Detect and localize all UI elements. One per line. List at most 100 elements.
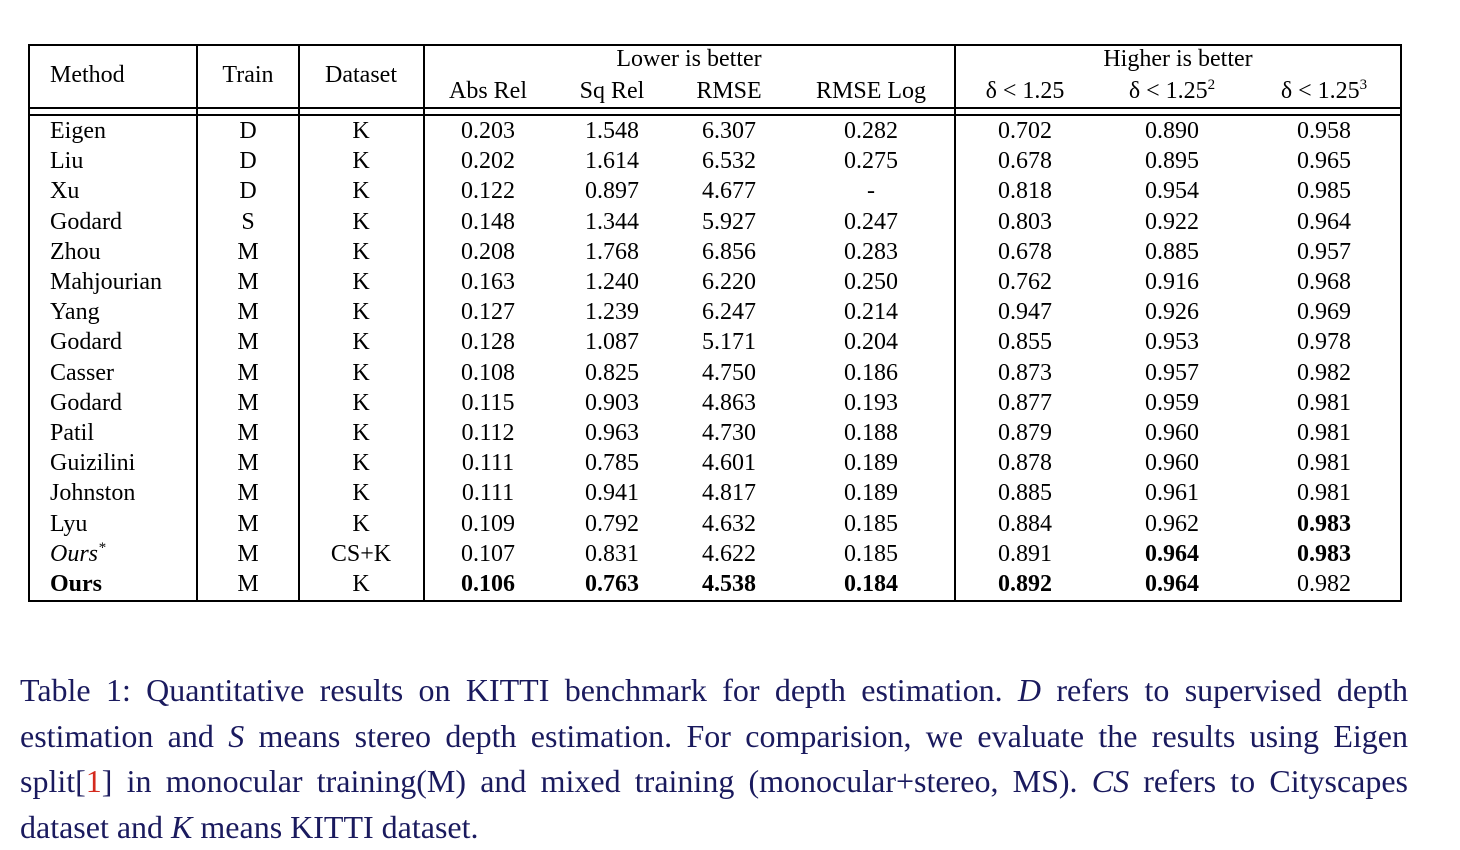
cell-text: 0.189: [844, 480, 898, 507]
cell-text: 0.959: [1145, 389, 1199, 416]
cell-d2: 0.953: [1145, 327, 1199, 357]
cell-text: 0.981: [1297, 389, 1351, 416]
cell-d2: 0.954: [1145, 176, 1199, 206]
cell-text: 0.922: [1145, 208, 1199, 235]
cell-text: D: [239, 148, 257, 175]
cell-text: 1.239: [585, 299, 639, 326]
citation-link[interactable]: 1: [85, 763, 102, 799]
cell-text: 0.890: [1145, 118, 1199, 144]
cell-text: 0.958: [1297, 118, 1351, 144]
cell-rmse-log: 0.185: [844, 539, 898, 569]
cell-text: 0.275: [844, 148, 898, 175]
cell-text: 0.185: [844, 510, 898, 537]
cell-sq-rel: 0.941: [585, 478, 639, 508]
cell-sq-rel: 0.792: [585, 509, 639, 539]
cell-abs-rel: 0.122: [461, 176, 515, 206]
cell-text: 1.548: [585, 118, 639, 144]
cell-text: 1.240: [585, 269, 639, 295]
cell-d1: 0.873: [998, 358, 1052, 388]
results-table: Method Train Dataset Lower is better Hig…: [28, 44, 1402, 602]
cell-text: 0.702: [998, 118, 1052, 144]
cell-train: M: [237, 448, 258, 478]
cell-method: Yang: [50, 297, 100, 327]
cell-text: 0.953: [1145, 329, 1199, 356]
cell-rmse-log: 0.204: [844, 327, 898, 357]
cell-text: 0.962: [1145, 510, 1199, 537]
cell-d2: 0.890: [1145, 116, 1199, 146]
cell-text: M: [237, 299, 259, 326]
cell-d1: 0.891: [998, 539, 1052, 569]
cell-text: M: [237, 329, 259, 356]
cell-rmse: 4.863: [702, 388, 756, 418]
cell-text: 0.184: [844, 571, 898, 597]
cell-rmse-log: -: [867, 176, 875, 206]
cell-rmse: 4.750: [702, 358, 756, 388]
cell-text: K: [352, 389, 370, 416]
cell-text: Liu: [50, 148, 84, 175]
cell-text: -: [867, 178, 875, 205]
cell-dataset: K: [352, 327, 369, 357]
cell-text: 0.109: [461, 510, 515, 537]
cell-text: 0.203: [461, 118, 515, 144]
cell-text: 0.247: [844, 208, 898, 235]
header-higher-is-better: Higher is better: [1103, 46, 1253, 72]
cell-text: 0.106: [461, 571, 515, 597]
cell-text: K: [352, 420, 370, 446]
cell-text: 0.941: [585, 480, 639, 507]
cell-dataset: K: [352, 237, 369, 267]
cell-text: Xu: [50, 178, 80, 205]
cell-text: Godard: [50, 389, 122, 416]
cell-abs-rel: 0.106: [461, 569, 515, 599]
cell-text: 1.087: [585, 329, 639, 356]
cell-dataset: K: [352, 176, 369, 206]
cell-train: M: [237, 539, 258, 569]
cell-text: Lyu: [50, 510, 88, 537]
cell-text: 0.148: [461, 208, 515, 235]
cell-text: 0.122: [461, 178, 515, 205]
cell-text: 0.879: [998, 420, 1052, 446]
cell-d1: 0.855: [998, 327, 1052, 357]
method-superscript: *: [98, 539, 106, 556]
cell-text: K: [352, 118, 370, 144]
cell-sq-rel: 1.239: [585, 297, 639, 327]
cell-text: 0.916: [1145, 269, 1199, 295]
cell-text: 5.927: [702, 208, 756, 235]
cell-text: 0.111: [461, 450, 515, 477]
cell-d3: 0.981: [1297, 448, 1351, 478]
header-dataset: Dataset: [325, 62, 397, 88]
header-delta-2-text: δ < 1.25: [1128, 78, 1208, 104]
cell-text: 0.250: [844, 269, 898, 295]
cell-sq-rel: 0.785: [585, 448, 639, 478]
header-delta-2: δ < 1.252: [1129, 76, 1215, 106]
cell-rmse-log: 0.250: [844, 267, 898, 297]
cell-train: S: [241, 207, 254, 237]
cell-text: 4.863: [702, 389, 756, 416]
cell-sq-rel: 0.897: [585, 176, 639, 206]
cell-text: 1.614: [585, 148, 639, 175]
cell-text: 0.762: [998, 269, 1052, 295]
cell-rmse-log: 0.189: [844, 478, 898, 508]
cell-text: 0.214: [844, 299, 898, 326]
cell-text: 0.885: [998, 480, 1052, 507]
cell-abs-rel: 0.115: [461, 388, 514, 418]
cell-abs-rel: 0.163: [461, 267, 515, 297]
cell-text: 0.163: [461, 269, 515, 295]
cell-dataset: K: [352, 448, 369, 478]
header-delta-1-text: δ < 1.25: [985, 78, 1065, 104]
cell-rmse: 6.307: [702, 116, 756, 146]
header-delta-2-exponent: 2: [1207, 77, 1216, 93]
cell-text: 6.856: [702, 238, 756, 265]
cell-text: 1.768: [585, 238, 639, 265]
cell-abs-rel: 0.108: [461, 358, 515, 388]
cell-rmse: 4.677: [702, 176, 756, 206]
cell-method: Xu: [50, 176, 79, 206]
cell-d1: 0.947: [998, 297, 1052, 327]
cell-text: 0.803: [998, 208, 1052, 235]
cell-text: 0.964: [1297, 208, 1351, 235]
cell-text: 0.960: [1145, 420, 1199, 446]
cell-method: Patil: [50, 418, 94, 448]
cell-text: D: [239, 178, 257, 205]
cell-rmse-log: 0.186: [844, 358, 898, 388]
cell-text: 0.283: [844, 238, 898, 265]
cell-method: Eigen: [50, 116, 106, 146]
